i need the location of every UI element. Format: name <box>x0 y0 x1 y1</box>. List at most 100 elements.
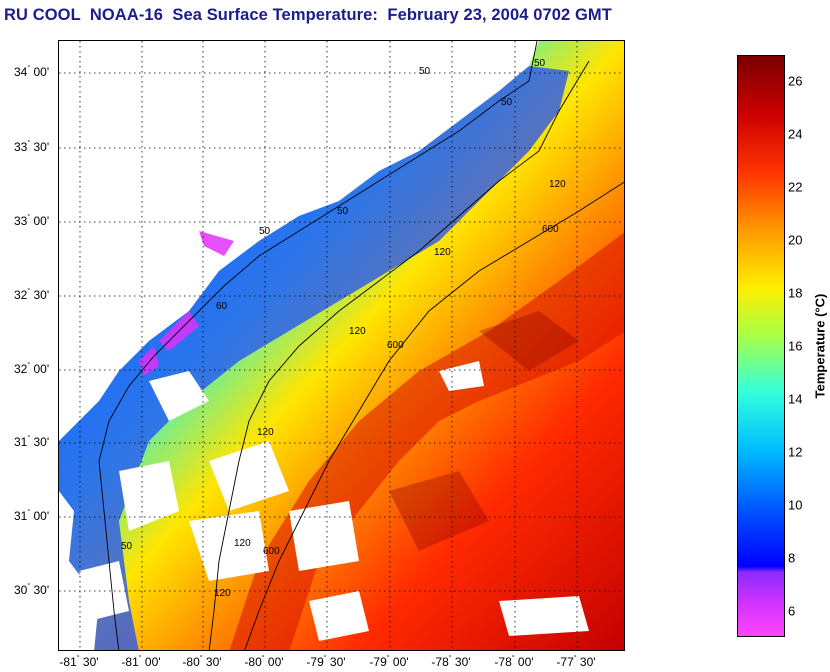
lon-label-degrees: -80 <box>244 655 262 669</box>
colorbar-tick-label: 8 <box>788 550 796 566</box>
isobath-depth-label: 600 <box>542 224 559 235</box>
lon-label: -79° 30' <box>306 655 345 669</box>
isobath-depth-label: 120 <box>549 179 566 190</box>
lon-label-degrees: -81 <box>121 655 139 669</box>
colorbar-gradient <box>738 56 784 636</box>
degree-mark: ° <box>27 362 31 369</box>
lat-label-minutes: 00' <box>30 509 50 523</box>
lat-label-minutes: 00' <box>30 65 50 79</box>
lat-label-degrees: 31 <box>14 435 28 449</box>
colorbar-tick-label: 10 <box>788 497 803 513</box>
degree-mark: ° <box>573 655 577 662</box>
lon-label: -81° 30' <box>59 655 98 669</box>
lat-label-minutes: 00' <box>30 214 50 228</box>
degree-mark: ° <box>261 655 265 662</box>
degree-mark: ° <box>27 583 31 590</box>
isobath-depth-label: 120 <box>214 588 231 599</box>
lon-label-minutes: 00' <box>389 655 409 669</box>
lat-label-degrees: 34 <box>14 65 28 79</box>
lon-label-degrees: -78 <box>494 655 512 669</box>
lat-label-degrees: 33 <box>14 214 28 228</box>
colorbar-tick-label: 26 <box>788 73 803 89</box>
isobath-depth-label: 120 <box>234 538 251 549</box>
degree-mark: ° <box>27 214 31 221</box>
isobath-depth-label: 50 <box>534 58 546 69</box>
cloud-mask-areas <box>79 361 589 641</box>
degree-mark: ° <box>386 655 390 662</box>
degree-mark: ° <box>323 655 327 662</box>
colorbar-tick-label: 18 <box>788 285 803 301</box>
lon-label-degrees: -80 <box>182 655 200 669</box>
isobath-depth-label: 600 <box>263 546 280 557</box>
lat-label: 33° 30' <box>14 140 49 154</box>
isobath-depth-label: 50 <box>337 206 349 217</box>
lon-label: -78° 00' <box>494 655 533 669</box>
isobath-depth-label: 50 <box>121 541 133 552</box>
lon-label-degrees: -77 <box>556 655 574 669</box>
lon-label: -80° 30' <box>182 655 221 669</box>
lat-label-minutes: 30' <box>30 435 50 449</box>
lon-label-minutes: 30' <box>202 655 222 669</box>
lat-label-minutes: 00' <box>30 362 50 376</box>
degree-mark: ° <box>27 140 31 147</box>
colorbar-tick-label: 14 <box>788 391 803 407</box>
lat-label: 33° 00' <box>14 214 49 228</box>
colorbar-tick-label: 12 <box>788 444 803 460</box>
lon-label-minutes: 00' <box>141 655 161 669</box>
sst-map: 50 50 50 50 60 50 50 120 120 120 120 120 120 600 600 60… <box>58 40 625 651</box>
isobath-depth-label: 120 <box>349 326 366 337</box>
lon-label-minutes: 30' <box>451 655 471 669</box>
lat-label: 31° 00' <box>14 509 49 523</box>
lat-label: 30° 30' <box>14 583 49 597</box>
temperature-colorbar <box>737 55 785 637</box>
map-title: RU COOL NOAA-16 Sea Surface Temperature:… <box>4 6 612 24</box>
lat-label-degrees: 30 <box>14 583 28 597</box>
lat-label-minutes: 30' <box>30 288 50 302</box>
colorbar-tick-label: 20 <box>788 232 803 248</box>
lon-label: -81° 00' <box>121 655 160 669</box>
warm-patch <box>389 311 579 551</box>
lon-label-minutes: 00' <box>514 655 534 669</box>
lon-label-minutes: 30' <box>326 655 346 669</box>
lon-label-minutes: 30' <box>576 655 596 669</box>
lat-label-degrees: 33 <box>14 140 28 154</box>
lon-label-degrees: -79 <box>369 655 387 669</box>
degree-mark: ° <box>199 655 203 662</box>
isobath-depth-label: 50 <box>259 226 271 237</box>
isobath-contours <box>98 41 624 650</box>
lon-label-minutes: 00' <box>264 655 284 669</box>
colorbar-tick-label: 22 <box>788 179 803 195</box>
lat-label: 34° 00' <box>14 65 49 79</box>
lon-label-minutes: 30' <box>79 655 99 669</box>
isobath-depth-label: 50 <box>419 66 431 77</box>
degree-mark: ° <box>448 655 452 662</box>
degree-mark: ° <box>138 655 142 662</box>
lon-label-degrees: -78 <box>431 655 449 669</box>
isobath-depth-label: 120 <box>257 427 274 438</box>
lat-label-degrees: 32 <box>14 288 28 302</box>
degree-mark: ° <box>27 65 31 72</box>
lon-label: -77° 30' <box>556 655 595 669</box>
lon-label: -80° 00' <box>244 655 283 669</box>
degree-mark: ° <box>76 655 80 662</box>
lat-lon-grid <box>59 41 624 650</box>
lat-label-degrees: 32 <box>14 362 28 376</box>
colorbar-tick-label: 16 <box>788 338 803 354</box>
lon-label: -78° 30' <box>431 655 470 669</box>
lon-label: -79° 00' <box>369 655 408 669</box>
isobath-depth-label: 120 <box>434 247 451 258</box>
lat-label-minutes: 30' <box>30 140 50 154</box>
lon-label-degrees: -79 <box>306 655 324 669</box>
colorbar-tick-label: 24 <box>788 126 803 142</box>
isobath-depth-label: 50 <box>501 97 513 108</box>
coldest-fringe <box>139 231 234 376</box>
lat-label: 32° 30' <box>14 288 49 302</box>
isobath-depth-label: 600 <box>387 340 404 351</box>
lat-label: 32° 00' <box>14 362 49 376</box>
degree-mark: ° <box>27 509 31 516</box>
cold-shelf-band <box>59 66 569 650</box>
degree-mark: ° <box>27 288 31 295</box>
colorbar-tick-label: 6 <box>788 603 796 619</box>
degree-mark: ° <box>27 435 31 442</box>
lat-label-degrees: 31 <box>14 509 28 523</box>
